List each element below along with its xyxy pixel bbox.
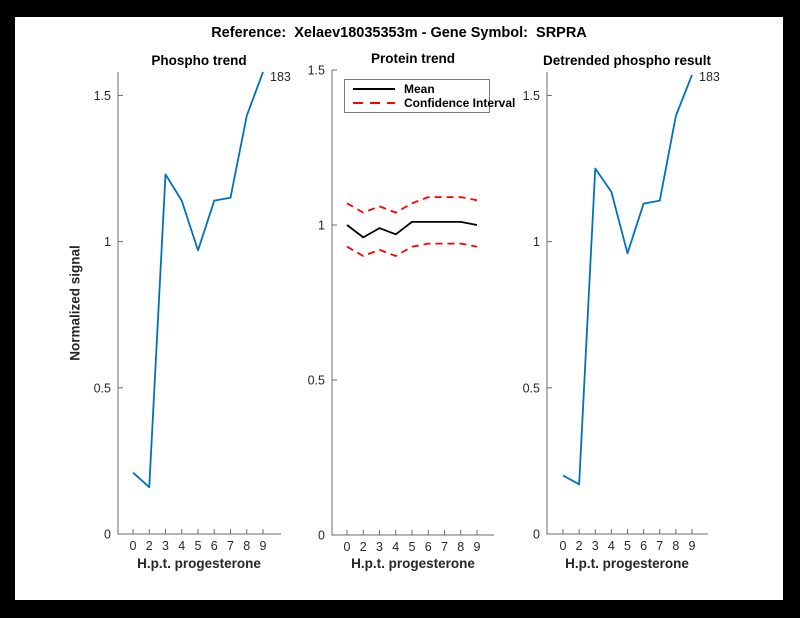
x-tick-label: 2: [576, 539, 583, 553]
y-tick-label: 1: [104, 235, 111, 249]
x-tick-label: 5: [195, 539, 202, 553]
legend-box: Mean Confidence Interval: [344, 79, 515, 113]
series-line-confidence-interval-upper: [346, 196, 478, 214]
x-axis-label-2: H.p.t. progesterone: [351, 556, 475, 571]
legend-label-mean: Mean: [404, 81, 435, 96]
y-tick-label: 0.5: [308, 374, 325, 388]
x-tick-label: 0: [130, 539, 137, 553]
subplot-title-phospho-trend: Phospho trend: [151, 53, 247, 68]
axis-lines: [117, 72, 281, 535]
x-tick-label: 3: [376, 540, 383, 554]
y-tick-label: 0.5: [523, 381, 540, 395]
x-tick-label: 4: [178, 539, 185, 553]
x-tick-label: 9: [474, 540, 481, 554]
x-tick-label: 6: [425, 540, 432, 554]
x-tick-label: 2: [360, 540, 367, 554]
y-tick-label: 1: [318, 219, 325, 233]
legend-row-confidence-interval: Confidence Interval: [353, 96, 515, 110]
axis-lines: [546, 72, 708, 535]
y-tick-label: 1.5: [308, 64, 325, 78]
series-line-confidence-interval-lower: [346, 242, 478, 257]
legend-solid-line-icon: [353, 87, 395, 90]
x-tick-label: 5: [409, 540, 416, 554]
x-axis-label-1: H.p.t. progesterone: [137, 556, 261, 571]
x-tick-label: 7: [227, 539, 234, 553]
y-axis-label: Normalized signal: [67, 245, 83, 361]
y-tick-label: 0: [104, 528, 111, 542]
x-tick-label: 6: [640, 539, 647, 553]
y-tick-label: 1: [533, 235, 540, 249]
x-tick-label: 0: [560, 539, 567, 553]
series-line-mean: [346, 220, 478, 239]
x-tick-label: 7: [656, 539, 663, 553]
x-tick-label: 9: [260, 539, 267, 553]
x-tick-label: 5: [624, 539, 631, 553]
x-tick-label: 9: [689, 539, 696, 553]
x-tick-label: 8: [457, 540, 464, 554]
x-tick-label: 4: [608, 539, 615, 553]
series-line-detrended-phospho-signal: [562, 74, 693, 486]
legend-row-mean: Mean: [353, 82, 481, 96]
x-tick-label: 4: [392, 540, 399, 554]
subplot-title-detrended-phospho-result: Detrended phospho result: [542, 53, 712, 68]
x-tick-label: 3: [592, 539, 599, 553]
y-tick-label: 1.5: [523, 89, 540, 103]
subplot-title-protein-trend: Protein trend: [370, 51, 456, 66]
y-tick-label: 0: [318, 529, 325, 543]
legend-label-confidence-interval: Confidence Interval: [404, 96, 516, 111]
x-tick-label: 3: [162, 539, 169, 553]
series-count-annotation: 183: [699, 70, 720, 84]
x-axis-label-3: H.p.t. progesterone: [565, 556, 689, 571]
figure-title: Reference: Xelaev18035353m - Gene Symbol…: [211, 25, 587, 41]
y-tick-label: 0: [533, 528, 540, 542]
series-line-phospho-signal: [132, 71, 264, 489]
x-tick-label: 0: [344, 540, 351, 554]
series-count-annotation: 183: [270, 70, 291, 84]
x-tick-label: 8: [672, 539, 679, 553]
figure-canvas: Reference: Xelaev18035353m - Gene Symbol…: [15, 17, 783, 600]
x-tick-label: 2: [146, 539, 153, 553]
axis-lines: [331, 70, 494, 536]
x-tick-label: 6: [211, 539, 218, 553]
x-tick-label: 8: [243, 539, 250, 553]
y-tick-label: 1.5: [94, 89, 111, 103]
y-tick-label: 0.5: [94, 381, 111, 395]
x-tick-label: 7: [441, 540, 448, 554]
subplot-2: 0 2 3 4 5 6 7 8 900.511.5: [308, 64, 494, 554]
legend-dashed-line-icon: [353, 102, 395, 105]
